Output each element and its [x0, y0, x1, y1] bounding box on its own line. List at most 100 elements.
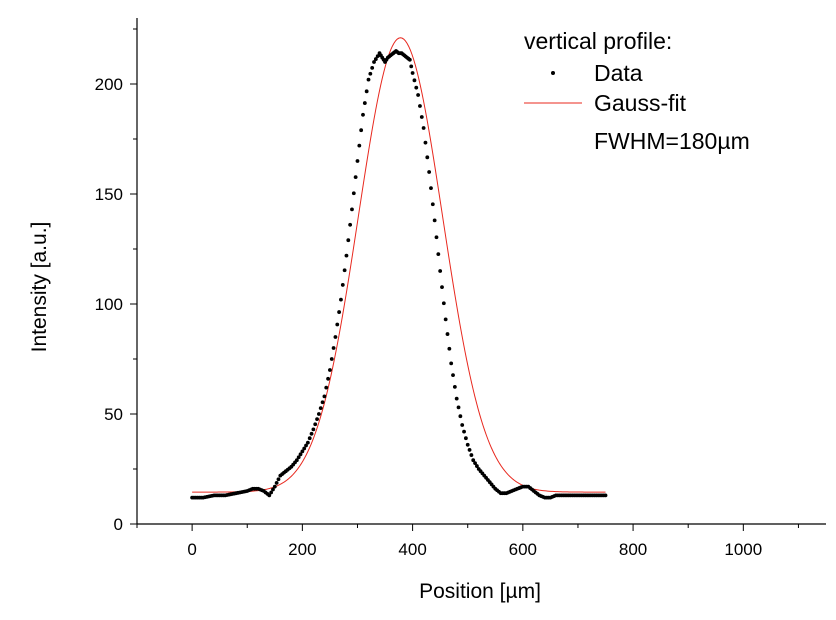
- data-point: [302, 446, 307, 451]
- data-point: [326, 376, 330, 381]
- y-tick-label: 100: [95, 295, 123, 314]
- data-point: [427, 170, 432, 174]
- data-point: [473, 461, 477, 466]
- data-point: [410, 71, 415, 75]
- data-point: [335, 322, 340, 327]
- data-point: [351, 191, 356, 196]
- data-point: [315, 417, 319, 422]
- legend-note-fwhm: FWHM=180µm: [594, 128, 750, 154]
- data-point: [311, 427, 316, 432]
- data-point: [348, 222, 353, 227]
- data-point: [300, 449, 305, 454]
- data-point: [344, 253, 349, 258]
- data-point: [269, 490, 274, 495]
- data-point: [364, 89, 369, 94]
- data-point: [454, 396, 459, 401]
- data-point: [359, 128, 364, 133]
- y-axis-title: Intensity [a.u.]: [28, 222, 51, 353]
- data-point: [456, 405, 461, 410]
- legend-marker-data: [551, 71, 555, 75]
- data-point: [368, 71, 373, 76]
- data-point: [337, 310, 342, 314]
- data-point: [445, 332, 450, 336]
- data-point: [440, 285, 444, 290]
- y-tick-label: 200: [95, 75, 123, 94]
- x-tick-label: 1000: [724, 540, 762, 559]
- data-point: [447, 346, 452, 351]
- data-point: [432, 218, 437, 223]
- gauss-fit-line: [192, 37, 606, 493]
- data-point: [375, 54, 380, 59]
- data-point: [320, 400, 325, 405]
- data-point: [362, 101, 367, 105]
- data-point: [471, 458, 476, 463]
- data-point: [419, 115, 424, 119]
- data-point: [342, 268, 347, 273]
- data-point: [331, 346, 336, 350]
- data-point: [449, 361, 454, 366]
- data-point: [350, 207, 354, 212]
- data-point: [475, 464, 479, 468]
- data-point: [441, 301, 446, 306]
- plot-area: [190, 37, 608, 500]
- legend-title: vertical profile:: [524, 28, 672, 54]
- data-point: [366, 77, 371, 82]
- data-point: [418, 104, 422, 108]
- data-point: [451, 373, 455, 378]
- data-point: [429, 186, 433, 191]
- data-point: [267, 493, 272, 498]
- data-point: [465, 442, 470, 447]
- legend: vertical profile: Data Gauss-fit FWHM=18…: [524, 28, 750, 154]
- data-point: [305, 440, 310, 445]
- data-point: [462, 429, 466, 434]
- x-tick-label: 0: [187, 540, 196, 559]
- data-point: [317, 412, 321, 416]
- legend-label-data: Data: [594, 60, 643, 86]
- data-point: [274, 481, 279, 485]
- data-point: [425, 155, 430, 160]
- data-point: [346, 238, 351, 243]
- data-point: [452, 384, 457, 389]
- data-point: [438, 269, 443, 273]
- data-point: [296, 455, 301, 460]
- data-point: [372, 60, 376, 64]
- data-point: [436, 252, 441, 257]
- data-point: [318, 406, 323, 411]
- data-point: [434, 235, 439, 240]
- x-axis-title: Position [µm]: [419, 580, 541, 603]
- data-point: [423, 140, 428, 145]
- data-point: [412, 78, 417, 83]
- data-point: [357, 143, 362, 148]
- data-point: [370, 65, 375, 70]
- data-point: [414, 85, 419, 90]
- data-point: [460, 423, 465, 427]
- data-point: [407, 57, 412, 62]
- data-point: [309, 431, 314, 436]
- data-point: [469, 453, 474, 457]
- data-point: [467, 448, 472, 452]
- data-point: [373, 57, 378, 61]
- data-point: [409, 64, 414, 69]
- x-tick-label: 800: [619, 540, 647, 559]
- data-point: [340, 283, 345, 287]
- data-point: [339, 297, 343, 302]
- y-tick-label: 50: [104, 405, 123, 424]
- data-point: [313, 422, 318, 427]
- data-point: [271, 487, 275, 492]
- data-point: [276, 477, 281, 482]
- data-point: [333, 335, 338, 339]
- data-point: [329, 357, 334, 361]
- y-tick-label: 150: [95, 185, 123, 204]
- data-point: [421, 126, 426, 130]
- data-point: [322, 394, 327, 399]
- data-point: [294, 458, 299, 463]
- data-point: [355, 159, 360, 163]
- data-point: [430, 202, 435, 207]
- x-tick-label: 400: [398, 540, 426, 559]
- x-tick-label: 600: [509, 540, 537, 559]
- y-tick-label: 0: [114, 515, 123, 534]
- data-point: [304, 443, 308, 448]
- data-point: [307, 436, 312, 441]
- data-point: [603, 493, 608, 498]
- axes: 0 200 400 600 800 1000 0 50 100 150 200: [95, 18, 826, 559]
